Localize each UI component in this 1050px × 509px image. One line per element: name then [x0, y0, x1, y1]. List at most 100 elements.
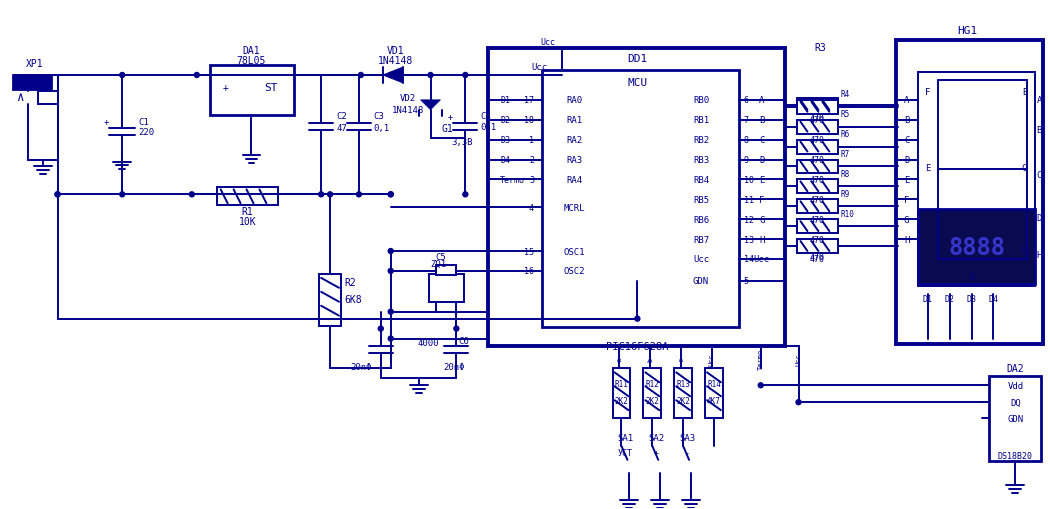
Text: 14: 14	[743, 255, 754, 264]
Text: RA0: RA0	[567, 96, 583, 105]
Circle shape	[428, 73, 433, 78]
Text: D2: D2	[945, 295, 954, 304]
Text: 2K2: 2K2	[676, 396, 690, 405]
Text: RB2: RB2	[693, 136, 709, 145]
Bar	[797, 220, 838, 234]
Bar	[38, 92, 58, 105]
Text: R10: R10	[840, 209, 854, 218]
Text: Termo: Termo	[500, 176, 525, 185]
Bar	[918, 73, 1035, 286]
Text: H: H	[904, 235, 909, 244]
Text: ST: ST	[265, 83, 278, 93]
Text: A: A	[759, 96, 764, 105]
Text: F: F	[925, 88, 930, 97]
Text: D1: D1	[500, 96, 510, 105]
Text: b: b	[647, 357, 653, 361]
Text: RB1: RB1	[693, 116, 709, 125]
Text: ZQ1: ZQ1	[430, 260, 446, 269]
Text: PIC16F628A: PIC16F628A	[606, 342, 669, 352]
Text: G1: G1	[442, 124, 454, 133]
Text: R11: R11	[614, 379, 628, 388]
Circle shape	[758, 383, 763, 388]
Bar	[319, 274, 341, 326]
Text: DA2: DA2	[1007, 363, 1024, 374]
Text: 78L05: 78L05	[237, 56, 267, 66]
Text: C2: C2	[336, 112, 346, 121]
Text: RB4: RB4	[693, 176, 709, 185]
Text: VD2: VD2	[400, 94, 416, 103]
Circle shape	[388, 309, 393, 315]
Text: 0,1: 0,1	[374, 124, 390, 133]
Text: 8: 8	[743, 136, 749, 145]
Circle shape	[356, 192, 361, 197]
Circle shape	[635, 317, 639, 322]
Text: E: E	[925, 164, 930, 173]
Text: D3: D3	[500, 136, 510, 145]
Text: F: F	[904, 195, 909, 205]
Circle shape	[189, 192, 194, 197]
Bar	[542, 71, 739, 327]
Text: R2: R2	[344, 277, 356, 287]
Text: OSC1: OSC1	[564, 247, 586, 256]
Circle shape	[358, 73, 363, 78]
Bar	[797, 121, 838, 134]
Text: 470: 470	[810, 255, 825, 264]
Bar	[797, 140, 838, 154]
Text: 220: 220	[139, 128, 154, 137]
Text: D2: D2	[500, 116, 510, 125]
Text: DS18B20: DS18B20	[998, 451, 1033, 461]
Text: D4: D4	[988, 295, 999, 304]
Text: 11: 11	[743, 195, 754, 205]
Text: Ucc: Ucc	[693, 255, 709, 264]
Text: DD1: DD1	[627, 54, 648, 64]
Text: RA2: RA2	[567, 136, 583, 145]
Circle shape	[328, 192, 333, 197]
Bar	[989, 377, 1042, 461]
Text: C1: C1	[139, 118, 149, 127]
Bar	[644, 369, 662, 418]
Text: RA3: RA3	[567, 156, 583, 165]
Text: D: D	[1036, 213, 1042, 222]
Text: 5: 5	[743, 277, 749, 286]
Text: DA1: DA1	[243, 46, 260, 56]
Circle shape	[55, 192, 60, 197]
Text: C4: C4	[480, 112, 491, 121]
Bar	[797, 99, 838, 112]
Text: УСТ: УСТ	[618, 448, 633, 458]
Text: D: D	[904, 156, 909, 165]
Text: R7: R7	[840, 150, 849, 159]
Text: SA2: SA2	[648, 434, 665, 443]
Text: B: B	[904, 116, 909, 125]
Text: 6: 6	[743, 96, 749, 105]
Circle shape	[194, 73, 200, 78]
Text: 18: 18	[524, 116, 534, 125]
Text: 2K2: 2K2	[614, 396, 628, 405]
Text: VD1: VD1	[386, 46, 404, 56]
Text: 470: 470	[810, 253, 825, 262]
Text: RB3: RB3	[693, 156, 709, 165]
Text: 470: 470	[810, 114, 825, 123]
Text: 9: 9	[743, 156, 749, 165]
Text: RA1: RA1	[567, 116, 583, 125]
Circle shape	[796, 400, 801, 405]
Circle shape	[463, 73, 468, 78]
Text: GDN: GDN	[693, 277, 709, 286]
Bar	[918, 210, 1035, 285]
Text: C5: C5	[436, 253, 446, 262]
Bar	[437, 302, 457, 312]
Bar	[674, 369, 692, 418]
Circle shape	[388, 336, 393, 342]
Text: 1N4148: 1N4148	[378, 56, 414, 66]
Text: RB7: RB7	[693, 235, 709, 244]
Text: 4K7: 4K7	[707, 396, 721, 405]
Text: 20nΦ: 20nΦ	[350, 362, 372, 371]
Text: 470: 470	[810, 195, 825, 205]
Text: E: E	[904, 176, 909, 185]
Circle shape	[388, 192, 393, 197]
Text: 7: 7	[743, 116, 749, 125]
Text: B: B	[759, 116, 764, 125]
Bar	[797, 160, 838, 174]
Text: C: C	[904, 136, 909, 145]
Text: C: C	[1022, 164, 1027, 173]
Bar	[488, 49, 784, 347]
